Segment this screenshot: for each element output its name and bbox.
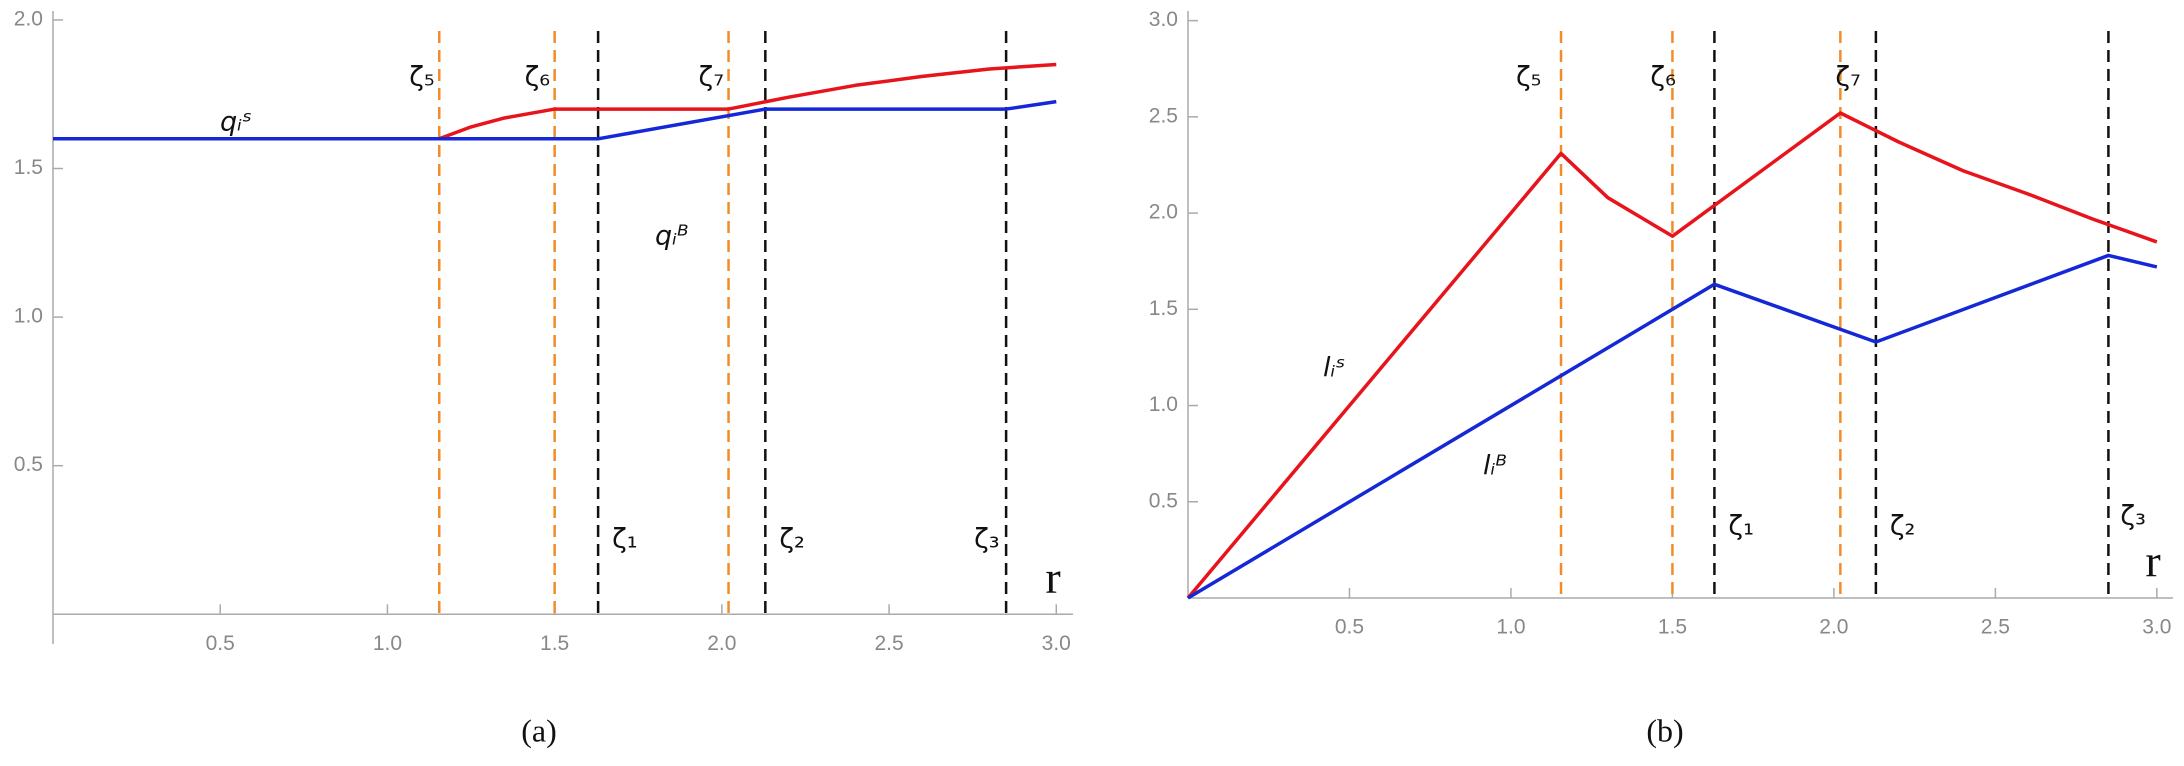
series-line [1187, 253, 2158, 600]
threshold-label: ζ₃ [2120, 501, 2146, 532]
series-label: qᵢᴮ [655, 221, 689, 252]
x-tick-label: 2.5 [874, 632, 903, 655]
series-line [53, 99, 1057, 141]
y-tick-label: 2.5 [1149, 104, 1178, 127]
y-tick-label: 2.0 [1149, 201, 1178, 224]
x-tick-label: 2.5 [1981, 616, 2010, 639]
series-label: lᵢᴮ [1483, 451, 1507, 482]
threshold-label: ζ₃ [974, 524, 1000, 555]
series-line [1186, 111, 2158, 600]
panel-caption: (b) [1646, 712, 1683, 748]
x-tick-label: 1.5 [1658, 616, 1687, 639]
panel-caption: (a) [521, 712, 557, 748]
x-tick-label: 2.0 [707, 632, 736, 655]
y-tick-label: 1.5 [14, 156, 43, 179]
threshold-label: ζ₁ [612, 524, 638, 555]
y-tick-label: 0.5 [1149, 489, 1178, 512]
x-axis-label: r [1045, 552, 1060, 603]
threshold-label: ζ₁ [1728, 511, 1754, 542]
y-tick-label: 3.0 [1149, 8, 1178, 31]
threshold-label: ζ₇ [1835, 62, 1861, 93]
threshold-label: ζ₂ [779, 524, 805, 555]
series-label: lᵢˢ [1323, 353, 1345, 384]
series-label: qᵢˢ [220, 107, 252, 138]
x-tick-label: 0.5 [1335, 616, 1364, 639]
x-tick-label: 1.5 [540, 632, 569, 655]
threshold-label: ζ₅ [1516, 62, 1542, 93]
threshold-label: ζ₅ [409, 62, 435, 93]
y-tick-label: 1.0 [1149, 393, 1178, 416]
threshold-label: ζ₆ [525, 62, 551, 93]
series-line [53, 62, 1057, 141]
threshold-label: ζ₇ [699, 62, 725, 93]
x-axis-label: r [2145, 536, 2160, 587]
y-tick-label: 0.5 [14, 453, 43, 476]
y-tick-label: 1.5 [1149, 297, 1178, 320]
threshold-label: ζ₂ [1890, 511, 1916, 542]
x-tick-label: 0.5 [206, 632, 235, 655]
y-tick-label: 1.0 [14, 305, 43, 328]
x-tick-label: 2.0 [1819, 616, 1848, 639]
x-tick-label: 1.0 [1496, 616, 1525, 639]
x-tick-label: 3.0 [2142, 616, 2171, 639]
x-tick-label: 1.0 [373, 632, 402, 655]
x-tick-label: 3.0 [1042, 632, 1071, 655]
y-tick-label: 2.0 [14, 7, 43, 30]
threshold-label: ζ₆ [1650, 62, 1676, 93]
